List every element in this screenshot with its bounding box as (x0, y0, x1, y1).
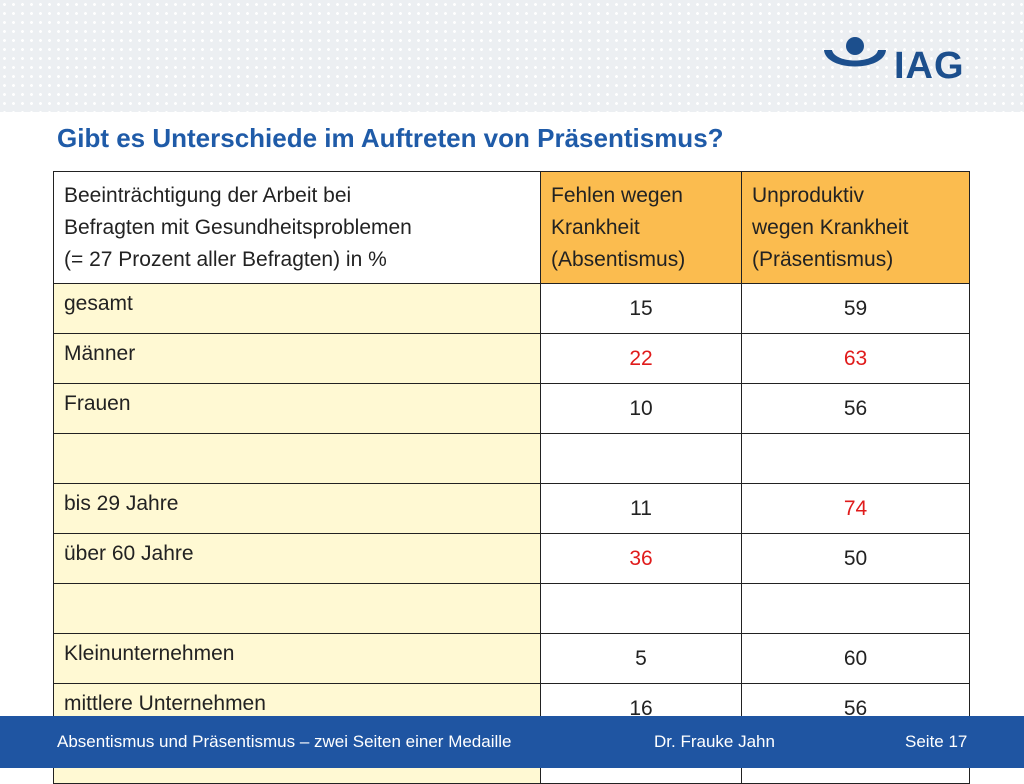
table-row (53, 583, 970, 634)
cell-absentismus: 11 (540, 483, 742, 534)
column-header-category: Beeinträchtigung der Arbeit bei Befragte… (53, 171, 541, 284)
cell-absentismus (540, 433, 742, 484)
row-label (53, 433, 541, 484)
header-text-line: Fehlen wegen (551, 184, 683, 207)
cell-absentismus (540, 583, 742, 634)
cell-praesentismus: 63 (741, 333, 970, 384)
table-row (53, 433, 970, 484)
cell-praesentismus (741, 583, 970, 634)
iag-emblem-icon (824, 37, 886, 67)
table-row: über 60 Jahre 36 50 (53, 533, 970, 584)
row-label: Frauen (53, 383, 541, 434)
row-label: Männer (53, 333, 541, 384)
row-label: Kleinunternehmen (53, 633, 541, 684)
header-text-line: (= 27 Prozent aller Befragten) in % (64, 248, 387, 271)
data-table: Beeinträchtigung der Arbeit bei Befragte… (53, 171, 970, 784)
table-row: Männer 22 63 (53, 333, 970, 384)
table-row: gesamt 15 59 (53, 283, 970, 334)
row-label: gesamt (53, 283, 541, 334)
cell-praesentismus: 60 (741, 633, 970, 684)
table-header-row: Beeinträchtigung der Arbeit bei Befragte… (53, 171, 970, 284)
header-text-line: Befragten mit Gesundheitsproblemen (64, 216, 412, 239)
cell-absentismus: 22 (540, 333, 742, 384)
cell-praesentismus: 50 (741, 533, 970, 584)
footer-author: Dr. Frauke Jahn (654, 732, 775, 751)
header-text-line: Krankheit (551, 216, 640, 239)
cell-absentismus: 36 (540, 533, 742, 584)
table-row: bis 29 Jahre 11 74 (53, 483, 970, 534)
column-header-absentismus: Fehlen wegen Krankheit (Absentismus) (540, 171, 742, 284)
footer-page-number: Seite 17 (905, 732, 968, 751)
row-label: über 60 Jahre (53, 533, 541, 584)
header-text-line: Beeinträchtigung der Arbeit bei (64, 184, 352, 207)
table-row: Frauen 10 56 (53, 383, 970, 434)
cell-praesentismus: 59 (741, 283, 970, 334)
row-label: bis 29 Jahre (53, 483, 541, 534)
header-dot-pattern (0, 0, 1024, 112)
column-header-praesentismus: Unproduktiv wegen Krankheit (Präsentismu… (741, 171, 970, 284)
header-text-line: Unproduktiv (752, 184, 865, 207)
table-row: Kleinunternehmen 5 60 (53, 633, 970, 684)
logo-wordmark: IAG (894, 45, 965, 87)
iag-logo: IAG (820, 36, 980, 88)
row-label (53, 583, 541, 634)
footer-presentation-title: Absentismus und Präsentismus – zwei Seit… (57, 732, 512, 751)
header-text-line: wegen Krankheit (752, 216, 909, 239)
footer-bar: Absentismus und Präsentismus – zwei Seit… (0, 716, 1024, 768)
header-text-line: (Präsentismus) (752, 248, 894, 271)
page-title: Gibt es Unterschiede im Auftreten von Pr… (57, 123, 724, 153)
cell-absentismus: 10 (540, 383, 742, 434)
cell-praesentismus: 74 (741, 483, 970, 534)
cell-praesentismus (741, 433, 970, 484)
cell-praesentismus: 56 (741, 383, 970, 434)
cell-absentismus: 5 (540, 633, 742, 684)
cell-absentismus: 15 (540, 283, 742, 334)
header-text-line: (Absentismus) (551, 248, 686, 271)
